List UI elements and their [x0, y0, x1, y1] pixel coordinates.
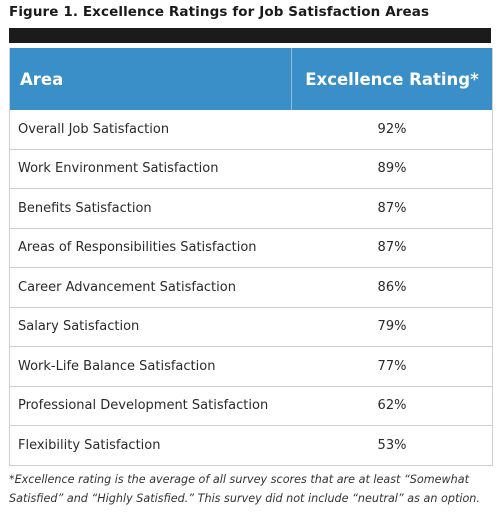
- table-header: Area Excellence Rating*: [10, 48, 492, 110]
- cell-area: Work Environment Satisfaction: [18, 161, 219, 177]
- cell-rating: 92%: [377, 121, 407, 137]
- cell-rating: 86%: [377, 279, 407, 295]
- cell-rating: 87%: [377, 200, 407, 216]
- table-row: Work-Life Balance Satisfaction 77%: [10, 346, 492, 386]
- cell-rating: 53%: [377, 437, 407, 453]
- title-divider-bar: [9, 28, 491, 43]
- cell-rating: 62%: [377, 398, 407, 414]
- cell-rating: 87%: [377, 240, 407, 256]
- ratings-table: Area Excellence Rating* Overall Job Sati…: [9, 48, 493, 466]
- table-row: Areas of Responsibilities Satisfaction 87…: [10, 227, 492, 268]
- table-row: Benefits Satisfaction 87%: [10, 188, 492, 228]
- figure-title: Figure 1. Excellence Ratings for Job Sat…: [9, 4, 430, 20]
- cell-area: Flexibility Satisfaction: [18, 437, 161, 453]
- footnote: *Excellence rating is the average of all…: [9, 470, 493, 508]
- table-row: Professional Development Satisfaction 62%: [10, 385, 492, 426]
- footnote-line-1: *Excellence rating is the average of all…: [9, 473, 470, 486]
- header-excellence-rating: Excellence Rating*: [305, 69, 479, 89]
- cell-area: Professional Development Satisfaction: [18, 398, 269, 414]
- cell-area: Salary Satisfaction: [18, 319, 140, 335]
- cell-area: Work-Life Balance Satisfaction: [18, 358, 216, 374]
- cell-rating: 79%: [377, 319, 407, 335]
- header-area: Area: [10, 48, 292, 110]
- cell-area: Overall Job Satisfaction: [18, 121, 170, 137]
- footnote-line-2: Satisfied” and “Highly Satisfied.” This …: [9, 492, 480, 505]
- table-body: Overall Job Satisfaction 92% Work Environm…: [10, 110, 492, 465]
- cell-area: Areas of Responsibilities Satisfaction: [18, 240, 257, 256]
- table-row: Work Environment Satisfaction 89%: [10, 148, 492, 189]
- table-row: Flexibility Satisfaction 53%: [10, 425, 492, 465]
- table-row: Career Advancement Satisfaction 86%: [10, 267, 492, 307]
- cell-area: Career Advancement Satisfaction: [18, 279, 236, 295]
- cell-rating: 89%: [377, 161, 407, 177]
- table-row: Salary Satisfaction 79%: [10, 306, 492, 347]
- cell-area: Benefits Satisfaction: [18, 200, 152, 216]
- table-row: Overall Job Satisfaction 92%: [10, 110, 492, 149]
- cell-rating: 77%: [377, 358, 407, 374]
